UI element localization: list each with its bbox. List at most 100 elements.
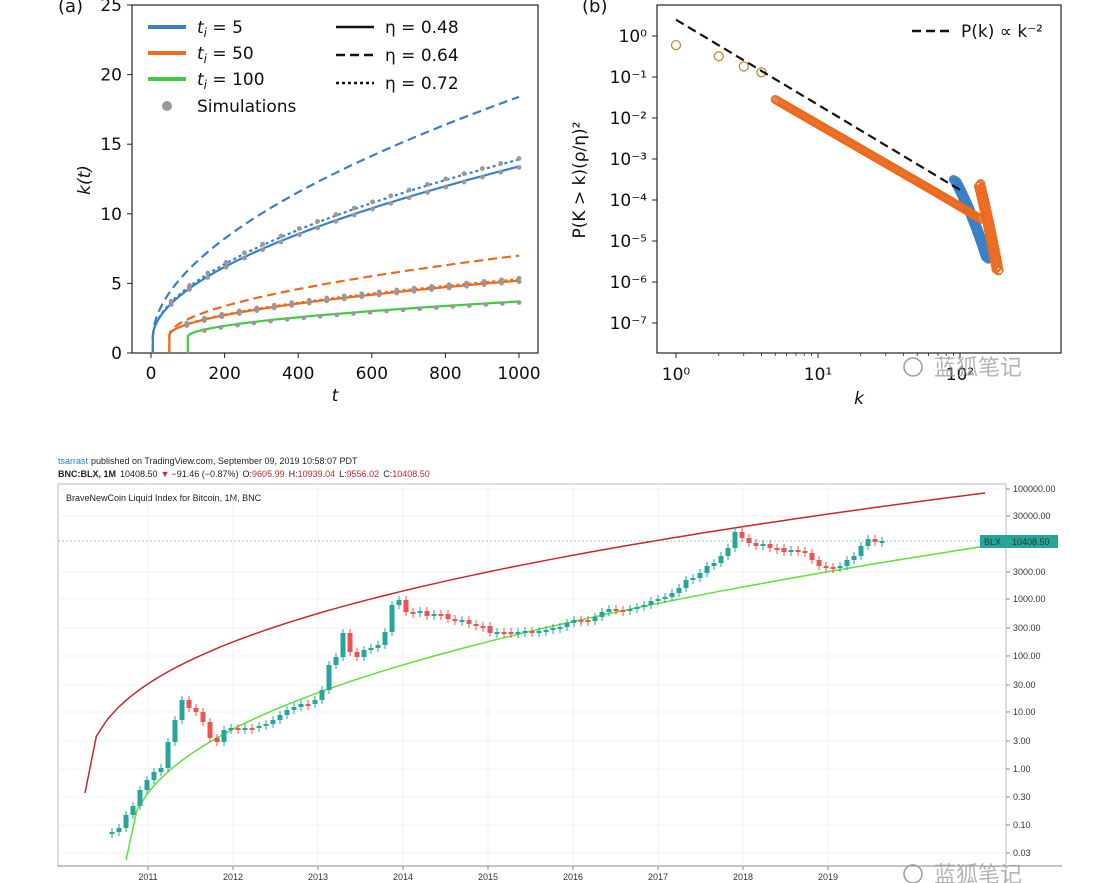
- candle-body: [704, 566, 710, 573]
- simulation-point: [187, 283, 192, 288]
- simulation-point: [516, 275, 522, 281]
- price-tick-label: 30000.00: [1013, 511, 1051, 521]
- candle-body: [158, 768, 164, 772]
- candle-body: [578, 620, 584, 622]
- simulation-point: [370, 206, 375, 212]
- simulation-point: [301, 315, 307, 321]
- simulation-point: [219, 311, 225, 317]
- candle-body: [557, 627, 563, 629]
- simulation-point: [317, 313, 323, 319]
- simulation-point: [411, 285, 417, 291]
- time-tick-label: 2013: [308, 872, 328, 882]
- tv-price-tag: BLX 10408.50: [980, 535, 1058, 548]
- candle-body: [522, 631, 528, 633]
- candle-body: [669, 593, 675, 597]
- panel-a-frame: [131, 4, 539, 354]
- candle-body: [431, 614, 437, 616]
- candle-body: [641, 605, 647, 607]
- simulation-point: [394, 287, 400, 293]
- x-tick-label: 200: [208, 364, 240, 384]
- orange-tail-point: [994, 265, 1004, 275]
- price-tick-label: 100000.00: [1013, 484, 1056, 494]
- legend-label-eta072: η = 0.72: [385, 74, 459, 94]
- degree-point: [738, 61, 749, 72]
- time-tick-label: 2016: [563, 872, 583, 882]
- candle-body: [844, 560, 850, 566]
- candle-body: [725, 548, 731, 556]
- simulation-point: [306, 297, 312, 303]
- simulation-point: [406, 195, 412, 201]
- y-tick-label: 15: [100, 135, 122, 155]
- tv-symbol-line: BNC:BLX, 1M 10408.50 ▼ −91.46 (−0.87%) O:960…: [58, 469, 430, 479]
- simulation-point: [223, 259, 229, 265]
- candle-body: [774, 548, 780, 550]
- simulation-point: [341, 293, 347, 299]
- candle-body: [389, 605, 395, 632]
- upper-band: [84, 492, 986, 794]
- y-tick-label: 10⁻⁷: [610, 314, 648, 334]
- simulation-point: [516, 156, 522, 161]
- candle-body: [130, 806, 136, 815]
- simulation-point: [260, 247, 266, 253]
- candle-body: [802, 551, 808, 553]
- simulation-point: [498, 161, 504, 166]
- candle-body: [228, 728, 234, 730]
- candle-body: [851, 556, 857, 560]
- simulation-point: [516, 279, 522, 285]
- candle-body: [445, 614, 451, 619]
- candle-body: [543, 630, 549, 632]
- price-tick-label: 0.10: [1013, 820, 1031, 830]
- degree-point: [756, 67, 767, 78]
- candle-body: [662, 597, 668, 599]
- simulation-point: [296, 226, 302, 231]
- simulation-point: [268, 318, 273, 324]
- panel-a-curves: [151, 95, 522, 354]
- candle-body: [648, 601, 654, 605]
- simulation-point: [479, 166, 485, 171]
- simulation-point: [251, 320, 257, 326]
- panel-b-label: (b): [582, 0, 607, 17]
- candle-body: [732, 532, 738, 548]
- tv-author[interactable]: tsarrast: [58, 456, 89, 466]
- simulation-point: [417, 306, 423, 312]
- simulation-point: [284, 316, 290, 322]
- candle-body: [291, 707, 297, 710]
- candle-body: [137, 790, 143, 806]
- tradingview-chart: tsarrast published on TradingView.com, Se…: [57, 456, 1062, 883]
- price-tick-label: 0.30: [1013, 792, 1031, 802]
- simulation-point: [516, 300, 522, 305]
- y-tick-label: 10: [100, 205, 122, 225]
- price-tick-label: 1000.00: [1013, 594, 1046, 604]
- simulation-point: [333, 212, 339, 217]
- candle-body: [655, 599, 661, 601]
- simulation-point: [351, 212, 357, 218]
- legend-label-simulations: Simulations: [197, 97, 297, 117]
- simulation-point: [500, 301, 505, 306]
- candle-body: [473, 624, 479, 626]
- simulation-point: [443, 176, 449, 182]
- tv-price-tag-value: 10408.50: [1012, 537, 1050, 547]
- legend-label-eta064: η = 0.64: [385, 46, 459, 66]
- y-tick-label: 10⁻⁴: [610, 191, 648, 211]
- simulation-point: [499, 277, 504, 283]
- simulation-point: [384, 308, 389, 314]
- legend-swatch-simulations: [162, 101, 172, 111]
- simulation-point: [370, 199, 375, 205]
- candle-body: [606, 609, 612, 612]
- candle-body: [613, 609, 619, 611]
- y-tick-label: 0: [111, 344, 122, 364]
- candle-body: [711, 563, 717, 566]
- simulation-point: [406, 187, 412, 193]
- candle-body: [501, 632, 507, 634]
- panel-b-ylabel: P(K > k)(ρ/η)²: [570, 122, 590, 239]
- simulation-point: [479, 174, 485, 180]
- candle-body: [536, 631, 542, 633]
- simulation-point: [351, 311, 356, 316]
- time-tick-label: 2017: [648, 872, 668, 882]
- watermark-bottom: 蓝狐笔记: [903, 863, 1022, 883]
- simulation-point: [324, 295, 330, 301]
- panel-b-frame: [656, 4, 1062, 354]
- candle-body: [620, 610, 626, 612]
- panel-a-ylabel: k(t): [75, 165, 95, 195]
